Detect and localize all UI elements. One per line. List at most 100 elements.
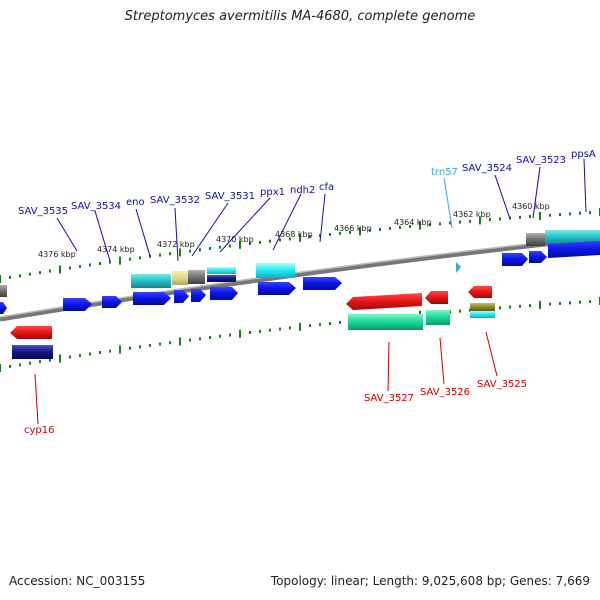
- gene-label: ppx1: [260, 187, 285, 198]
- major-tick: [59, 265, 61, 274]
- scale-label: 4364 kbp: [394, 218, 432, 227]
- major-tick: [179, 337, 181, 346]
- cds-forward: [502, 253, 528, 266]
- feature-track-upper: [0, 230, 600, 297]
- top-gene-labels: SAV_3535 SAV_3534 eno SAV_3532 SAV_3531 …: [18, 149, 596, 217]
- minor-tick: [589, 211, 591, 215]
- minor-tick: [529, 215, 531, 219]
- minor-tick: [89, 263, 91, 267]
- map-title: Streptomyces avermitilis MA-4680, comple…: [124, 9, 476, 24]
- minor-tick: [209, 247, 211, 250]
- gene-label: SAV_3523: [516, 155, 566, 166]
- gene-label: eno: [126, 197, 145, 208]
- minor-tick: [439, 222, 441, 226]
- bottom-gene-labels: cyp16 SAV_3527 SAV_3526 SAV_3525: [24, 379, 527, 436]
- gene-label: SAV_3527: [364, 393, 414, 404]
- minor-tick: [369, 228, 371, 232]
- feature-block: [172, 271, 188, 285]
- minor-tick: [409, 225, 411, 228]
- gene-label: SAV_3532: [150, 195, 200, 206]
- minor-tick: [269, 328, 271, 332]
- minor-tick: [199, 248, 201, 252]
- minor-tick: [9, 275, 11, 279]
- gene-label: SAV_3531: [205, 191, 255, 202]
- minor-tick: [129, 257, 131, 261]
- bottom-leader-lines: [34, 331, 498, 425]
- minor-tick: [259, 329, 261, 333]
- feature-track-lower: [12, 303, 495, 359]
- minor-tick: [509, 305, 511, 309]
- scale-label: 4370 kbp: [216, 235, 254, 244]
- minor-tick: [569, 301, 571, 305]
- minor-tick: [349, 230, 351, 234]
- minor-tick: [549, 213, 551, 217]
- minor-tick: [19, 363, 21, 367]
- forward-cds-track: [0, 241, 600, 314]
- gene-label: SAV_3535: [18, 206, 68, 217]
- minor-tick: [389, 226, 391, 230]
- minor-tick: [579, 211, 581, 215]
- minor-tick: [29, 272, 31, 276]
- minor-tick: [519, 304, 521, 308]
- minor-tick: [279, 238, 281, 242]
- lower-tick-rail: [0, 297, 600, 372]
- gene-label: SAV_3534: [71, 201, 121, 212]
- feature-block: [0, 285, 7, 297]
- minor-tick: [549, 302, 551, 306]
- major-tick: [239, 240, 241, 249]
- cds-reverse: [346, 293, 422, 310]
- minor-tick: [39, 271, 41, 275]
- major-tick: [119, 256, 121, 265]
- minor-tick: [39, 360, 41, 364]
- major-tick: [539, 211, 541, 220]
- minor-tick: [259, 240, 261, 244]
- cds-forward: [174, 290, 189, 303]
- minor-tick: [129, 346, 131, 350]
- minor-tick: [169, 252, 171, 256]
- major-tick: [0, 364, 1, 372]
- cds-forward: [303, 277, 342, 290]
- feature-block: [188, 270, 205, 284]
- minor-tick: [139, 345, 141, 349]
- minor-tick: [219, 334, 221, 338]
- gene-label: cfa: [319, 182, 334, 193]
- minor-tick: [499, 306, 501, 310]
- gene-label: SAV_3524: [462, 163, 512, 174]
- scale-label: 4360 kbp: [512, 202, 550, 211]
- minor-tick: [529, 304, 531, 308]
- cds-forward: [63, 298, 92, 311]
- minor-tick: [569, 212, 571, 216]
- cds-reverse: [468, 286, 492, 298]
- minor-tick: [269, 239, 271, 243]
- feature-block: [470, 303, 495, 311]
- cds-forward: [529, 251, 547, 263]
- cds-forward: [102, 296, 122, 308]
- minor-tick: [309, 324, 311, 328]
- minor-tick: [189, 249, 191, 253]
- scale-label: 4362 kbp: [453, 210, 491, 219]
- minor-tick: [579, 300, 581, 304]
- major-tick: [299, 233, 301, 242]
- topology-text: Topology: linear; Length: 9,025,608 bp; …: [270, 574, 590, 588]
- top-leader-lines: [56, 158, 587, 262]
- major-tick: [479, 216, 481, 225]
- minor-tick: [249, 331, 251, 334]
- cds-forward: [133, 292, 171, 305]
- feature-block: [526, 233, 545, 246]
- major-tick: [299, 322, 301, 331]
- scale-labels: 4376 kbp 4374 kbp 4372 kbp 4370 kbp 4368…: [38, 202, 550, 259]
- accession-text: Accession: NC_003155: [9, 574, 146, 588]
- minor-tick: [249, 242, 251, 245]
- minor-tick: [339, 231, 341, 235]
- minor-tick: [499, 217, 501, 221]
- cds-forward: [191, 289, 206, 302]
- minor-tick: [69, 355, 71, 359]
- cds-forward: [258, 282, 296, 295]
- reverse-cds-track: [10, 286, 492, 339]
- minor-tick: [469, 219, 471, 223]
- minor-tick: [109, 349, 111, 353]
- minor-tick: [399, 225, 401, 229]
- minor-tick: [379, 227, 381, 231]
- minor-tick: [559, 213, 561, 216]
- minor-tick: [329, 233, 331, 236]
